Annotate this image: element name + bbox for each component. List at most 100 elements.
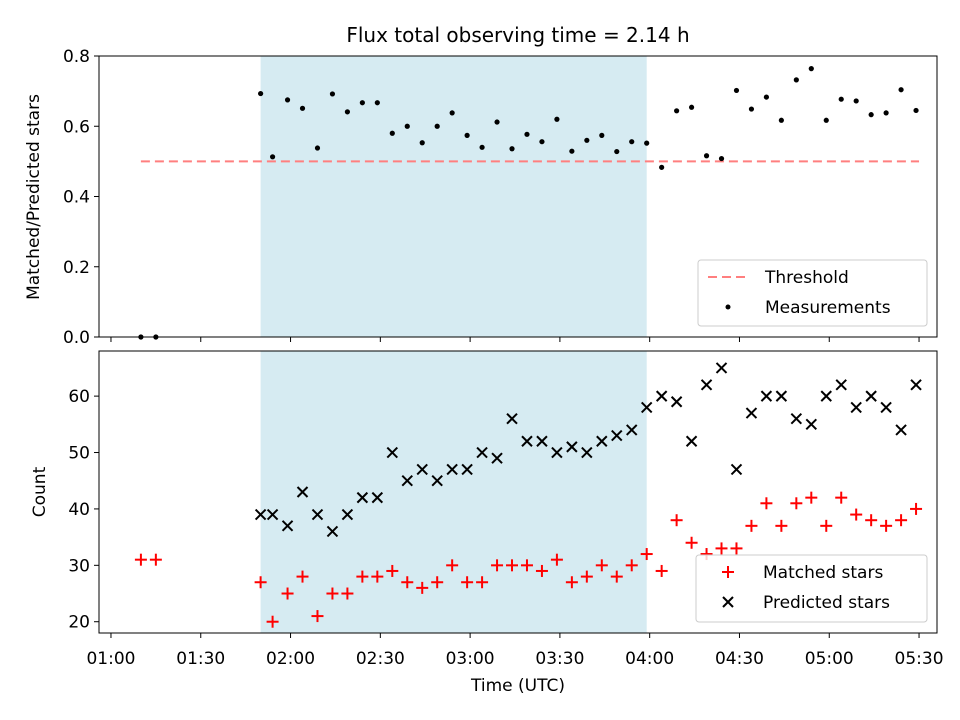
predicted-star-point xyxy=(281,520,294,532)
matched-star-point xyxy=(356,570,369,583)
measurement-point xyxy=(494,119,500,125)
top-highlight-span xyxy=(260,56,647,337)
predicted-star-point xyxy=(850,401,862,414)
measurement-point xyxy=(569,148,575,154)
predicted-star-point xyxy=(775,390,788,402)
top-y-tick-label: 0.0 xyxy=(63,328,90,348)
matched-star-point xyxy=(506,559,519,572)
matched-star-point xyxy=(254,576,267,589)
predicted-star-point xyxy=(820,390,832,402)
matched-star-point xyxy=(341,587,354,600)
matched-star-point xyxy=(266,615,279,628)
matched-star-point xyxy=(446,559,459,572)
predicted-star-point xyxy=(521,435,533,447)
matched-star-point xyxy=(134,553,147,566)
matched-star-point xyxy=(580,570,593,583)
predicted-star-point xyxy=(551,446,563,459)
x-axis-label: Time (UTC) xyxy=(470,676,565,696)
matched-star-point xyxy=(760,497,773,510)
predicted-stars-points xyxy=(254,362,922,538)
predicted-star-point xyxy=(371,491,384,504)
measurement-point xyxy=(793,77,799,83)
legend-predicted-label: Predicted stars xyxy=(763,593,890,613)
matched-star-point xyxy=(895,514,908,527)
matched-star-point xyxy=(371,570,384,583)
predicted-star-point xyxy=(566,441,578,453)
matched-star-point xyxy=(715,542,728,555)
matched-star-point xyxy=(880,519,893,532)
predicted-star-point xyxy=(311,508,324,521)
legend-measurements-label: Measurements xyxy=(765,298,891,318)
top-y-tick-label: 0.2 xyxy=(63,258,90,278)
predicted-star-point xyxy=(476,446,488,459)
predicted-star-point xyxy=(670,396,683,408)
legend-predicted-swatch xyxy=(722,596,734,608)
bottom-y-tick-label: 30 xyxy=(68,556,90,576)
bottom-axes-frame xyxy=(98,350,938,634)
measurement-point xyxy=(838,96,844,102)
predicted-star-point xyxy=(491,452,503,464)
matched-star-point xyxy=(401,576,414,589)
predicted-star-point xyxy=(326,525,339,538)
measurement-point xyxy=(359,100,365,106)
predicted-star-point xyxy=(626,424,638,436)
measurement-point xyxy=(688,104,695,110)
measurement-point xyxy=(329,91,336,97)
predicted-star-point xyxy=(401,475,413,487)
predicted-star-point xyxy=(356,491,369,504)
predicted-star-point xyxy=(655,390,668,402)
top-y-tick-label: 0.8 xyxy=(63,47,90,67)
bottom-y-tick-label: 50 xyxy=(68,444,90,464)
matched-star-point xyxy=(745,519,758,532)
matched-stars-points xyxy=(134,491,923,628)
measurement-point xyxy=(913,107,919,114)
matched-star-point xyxy=(835,491,848,504)
measurement-point xyxy=(703,153,710,159)
bottom-x-tick-label: 05:30 xyxy=(895,649,944,669)
bottom-y-tick-label: 40 xyxy=(68,500,90,520)
matched-star-point xyxy=(431,576,444,589)
bottom-x-tick-label: 01:30 xyxy=(176,649,225,669)
bottom-x-axis: 01:00 01:30 02:00 02:30 03:00 03:30 04:00 04:30… xyxy=(86,633,944,669)
legend-measurements-swatch xyxy=(725,304,731,310)
bottom-x-tick-label: 04:00 xyxy=(625,649,674,669)
measurement-point xyxy=(539,139,545,145)
matched-star-point xyxy=(595,559,608,572)
measurement-point xyxy=(718,155,725,162)
matched-star-point xyxy=(520,559,533,572)
legend-matched-label: Matched stars xyxy=(763,563,883,583)
top-x-ticks xyxy=(110,337,920,342)
measurement-point xyxy=(389,130,395,136)
predicted-star-point xyxy=(341,508,354,521)
predicted-star-point xyxy=(536,435,548,447)
matched-star-point xyxy=(149,553,162,566)
predicted-star-point xyxy=(640,401,653,414)
predicted-star-point xyxy=(880,401,892,414)
top-y-tick-label: 0.4 xyxy=(63,188,90,208)
measurement-point xyxy=(314,145,321,151)
predicted-star-point xyxy=(581,446,593,459)
predicted-star-point xyxy=(446,463,458,476)
measurement-point xyxy=(748,106,755,112)
predicted-star-point xyxy=(910,379,922,391)
matched-star-point xyxy=(296,570,309,583)
bottom-y-axis: 20 30 40 50 60 xyxy=(68,387,99,633)
top-y-tick-label: 0.6 xyxy=(63,117,90,137)
predicted-star-point xyxy=(685,435,698,447)
matched-star-point xyxy=(326,587,339,600)
top-measurements xyxy=(138,66,919,340)
measurement-point xyxy=(269,154,276,160)
predicted-star-point xyxy=(431,475,443,487)
predicted-star-point xyxy=(865,390,877,402)
legend-threshold-label: Threshold xyxy=(764,268,849,288)
matched-star-point xyxy=(805,491,818,504)
bottom-panel: 20 30 40 50 60 01:00 01:30 02:00 02:30 03:00 03:3… xyxy=(30,350,944,696)
bottom-y-tick-label: 60 xyxy=(68,387,90,407)
matched-star-point xyxy=(461,576,474,589)
matched-star-point xyxy=(640,548,653,561)
matched-star-point xyxy=(535,564,548,577)
legend-matched-swatch xyxy=(722,566,734,578)
measurement-point xyxy=(808,66,814,72)
predicted-star-point xyxy=(790,412,803,425)
